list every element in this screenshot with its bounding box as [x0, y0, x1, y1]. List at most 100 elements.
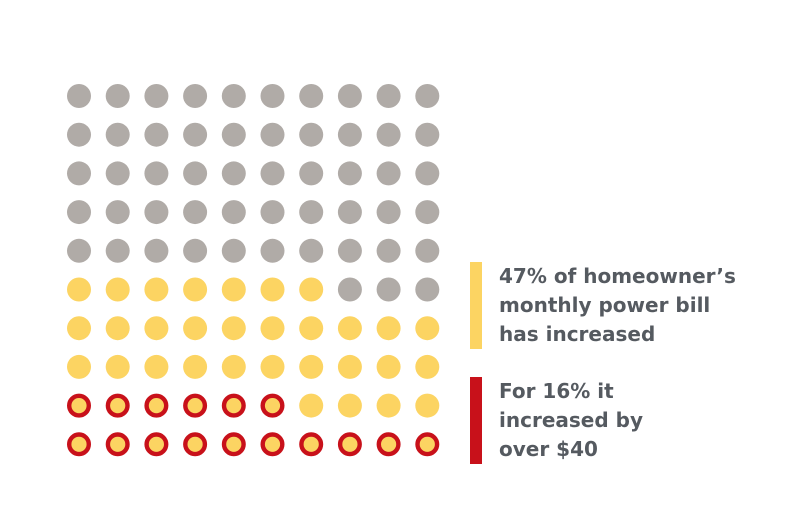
- waffle-dot-not-increased: [415, 200, 440, 225]
- waffle-dot-not-increased: [183, 200, 208, 225]
- waffle-dot-not-increased: [221, 122, 246, 147]
- waffle-dot-not-increased: [299, 238, 324, 263]
- waffle-dot-increased: [105, 316, 130, 341]
- waffle-dot-over40: [183, 393, 208, 418]
- waffle-dot-not-increased: [337, 161, 362, 186]
- waffle-dot-not-increased: [415, 161, 440, 186]
- waffle-dot-not-increased: [260, 84, 285, 108]
- waffle-dot-not-increased: [337, 122, 362, 147]
- waffle-dot-increased: [337, 393, 362, 418]
- legend-swatch-yellow: [470, 262, 482, 349]
- waffle-dot-not-increased: [376, 238, 401, 263]
- legend-line: has increased: [499, 322, 656, 346]
- waffle-dot-not-increased: [299, 122, 324, 147]
- waffle-dot-not-increased: [105, 238, 130, 263]
- waffle-dot-increased: [183, 316, 208, 341]
- waffle-dot-increased: [183, 354, 208, 379]
- waffle-dot-not-increased: [376, 122, 401, 147]
- waffle-dot-over40: [66, 432, 91, 457]
- waffle-dot-increased: [144, 277, 169, 302]
- waffle-dot-not-increased: [260, 122, 285, 147]
- waffle-dot-increased: [260, 277, 285, 302]
- waffle-dot-over40: [299, 432, 324, 457]
- waffle-dot-increased: [105, 354, 130, 379]
- waffle-dot-not-increased: [337, 84, 362, 108]
- waffle-dot-increased: [415, 316, 440, 341]
- waffle-dot-increased: [221, 316, 246, 341]
- waffle-dot-not-increased: [221, 84, 246, 108]
- waffle-dot-not-increased: [67, 161, 91, 186]
- waffle-dot-increased: [260, 316, 285, 341]
- waffle-dot-not-increased: [144, 161, 169, 186]
- waffle-dot-not-increased: [260, 238, 285, 263]
- legend-line: increased by: [499, 408, 643, 432]
- waffle-dot-not-increased: [183, 161, 208, 186]
- legend-line: 47% of homeowner’s: [499, 264, 736, 288]
- waffle-dot-not-increased: [144, 122, 169, 147]
- legend-item-increased: 47% of homeowner’s monthly power bill ha…: [470, 262, 736, 349]
- waffle-dot-not-increased: [221, 161, 246, 186]
- waffle-dot-not-increased: [299, 200, 324, 225]
- waffle-dot-not-increased: [67, 238, 91, 263]
- waffle-dot-increased: [299, 316, 324, 341]
- legend-line: over $40: [499, 437, 598, 461]
- waffle-dot-increased: [299, 393, 324, 418]
- waffle-dot-not-increased: [260, 161, 285, 186]
- waffle-dot-not-increased: [105, 122, 130, 147]
- waffle-dot-over40: [66, 393, 91, 418]
- waffle-dot-not-increased: [376, 200, 401, 225]
- waffle-dot-not-increased: [183, 122, 208, 147]
- legend-label-over40: For 16% it increased by over $40: [499, 377, 643, 464]
- waffle-dot-not-increased: [376, 277, 401, 302]
- waffle-dot-over40: [260, 432, 285, 457]
- waffle-dot-increased: [376, 393, 401, 418]
- waffle-dot-over40: [221, 393, 246, 418]
- waffle-dot-increased: [376, 316, 401, 341]
- waffle-dot-over40: [376, 432, 401, 457]
- legend-item-over40: For 16% it increased by over $40: [470, 377, 643, 464]
- waffle-dot-over40: [415, 432, 440, 457]
- waffle-dot-increased: [299, 354, 324, 379]
- waffle-dot-increased: [337, 354, 362, 379]
- waffle-dot-increased: [221, 277, 246, 302]
- waffle-dot-not-increased: [376, 161, 401, 186]
- waffle-dot-not-increased: [183, 238, 208, 263]
- waffle-dot-not-increased: [105, 84, 130, 108]
- waffle-dot-not-increased: [376, 84, 401, 108]
- waffle-dot-not-increased: [337, 238, 362, 263]
- waffle-dot-not-increased: [415, 122, 440, 147]
- waffle-dot-not-increased: [415, 277, 440, 302]
- waffle-dot-not-increased: [67, 200, 91, 225]
- legend-line: monthly power bill: [499, 293, 711, 317]
- waffle-dot-increased: [67, 277, 91, 302]
- waffle-dot-over40: [144, 432, 169, 457]
- waffle-dot-over40: [337, 432, 362, 457]
- waffle-dot-over40: [144, 393, 169, 418]
- waffle-dot-not-increased: [299, 84, 324, 108]
- waffle-dot-not-increased: [144, 200, 169, 225]
- waffle-dot-not-increased: [144, 238, 169, 263]
- waffle-dot-not-increased: [221, 238, 246, 263]
- waffle-dot-over40: [105, 432, 130, 457]
- waffle-dot-increased: [67, 354, 91, 379]
- waffle-dot-over40: [105, 393, 130, 418]
- waffle-dot-not-increased: [337, 277, 362, 302]
- waffle-dot-increased: [221, 354, 246, 379]
- waffle-dot-not-increased: [299, 161, 324, 186]
- waffle-dot-not-increased: [221, 200, 246, 225]
- waffle-dot-increased: [415, 354, 440, 379]
- waffle-dot-increased: [260, 354, 285, 379]
- waffle-dot-not-increased: [67, 122, 91, 147]
- waffle-dot-not-increased: [260, 200, 285, 225]
- waffle-dot-over40: [183, 432, 208, 457]
- legend-swatch-red: [470, 377, 482, 464]
- waffle-dot-not-increased: [337, 200, 362, 225]
- waffle-dot-increased: [144, 316, 169, 341]
- waffle-dot-increased: [299, 277, 324, 302]
- waffle-dot-increased: [67, 316, 91, 341]
- waffle-dot-increased: [376, 354, 401, 379]
- legend-line: For 16% it: [499, 379, 614, 403]
- waffle-dot-not-increased: [105, 200, 130, 225]
